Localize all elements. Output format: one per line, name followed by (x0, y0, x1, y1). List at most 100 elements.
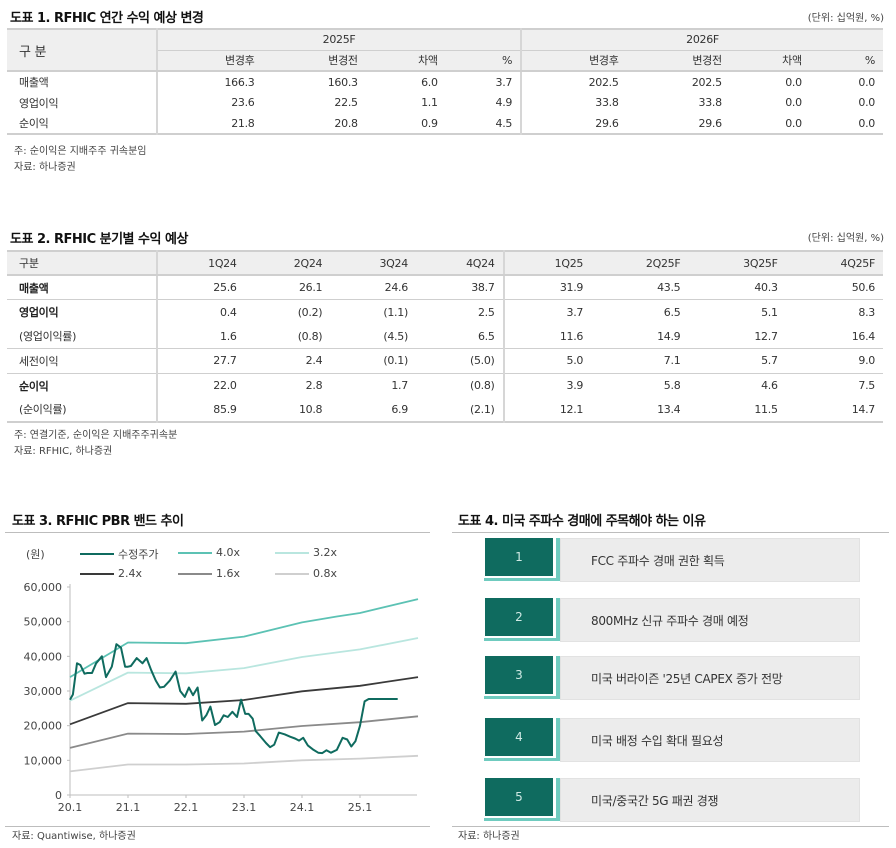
reason-text: FCC 주파수 경매 권한 획득 (560, 538, 860, 582)
cell: (1.1) (330, 299, 416, 324)
step-number-badge: 5 (485, 778, 553, 816)
cell: 4.6 (688, 372, 786, 398)
col-before: 변경전 (626, 50, 730, 72)
legend-swatch-icon (80, 572, 114, 575)
legend-item: 4.0x (178, 546, 240, 559)
cell: 22.5 (334, 96, 358, 109)
group-2026f: 2026F (520, 29, 883, 51)
col-pct: % (445, 50, 522, 72)
pbr-band-line (69, 637, 419, 702)
reason-item: 2 800MHz 신규 주파수 경매 예정 (480, 598, 880, 642)
col-after: 변경후 (155, 50, 263, 72)
legend-label: 4.0x (216, 546, 241, 559)
cell: 7.1 (591, 348, 689, 373)
cell: 3.9 (502, 372, 592, 398)
cell: (5.0) (415, 348, 504, 373)
col-after: 변경후 (520, 50, 627, 72)
cell: (0.8) (297, 329, 323, 343)
legend-swatch-icon (80, 553, 114, 555)
cell: 26.1 (298, 281, 323, 294)
accent-bar (484, 696, 560, 699)
row-label: (순이익률) (19, 403, 67, 417)
col-before: 변경전 (262, 50, 366, 72)
accent-bar (556, 778, 560, 821)
cell: 166.3 (155, 71, 263, 92)
cell: 5.1 (688, 299, 786, 324)
row-label: 순이익 (19, 117, 49, 130)
cell: 9.0 (785, 348, 883, 373)
legend-label: 수정주가 (118, 548, 159, 561)
step-number-badge: 4 (485, 718, 553, 756)
row-label: (영업이익률) (19, 330, 77, 343)
cell: 1.6 (156, 324, 245, 349)
cell: 16.4 (851, 329, 876, 343)
table-row: 세전이익 27.7 2.4 (0.1) (5.0) 5.0 7.1 5.7 9.0 (7, 348, 883, 373)
cell: 20.8 (334, 116, 358, 130)
legend-swatch-icon (178, 551, 212, 554)
cell: 5.7 (688, 348, 786, 373)
cell: 6.0 (421, 75, 438, 89)
x-tick-label: 25.1 (348, 801, 373, 814)
reason-text: 800MHz 신규 주파수 경매 예정 (560, 598, 860, 642)
cell: 0.0 (785, 75, 802, 89)
cell: 7.5 (785, 372, 883, 398)
legend-item: 2.4x (80, 567, 142, 580)
table1-unit: (단위: 십억원, %) (807, 13, 884, 24)
legend-label: 0.8x (313, 567, 338, 580)
figure4-title: 도표 4. 미국 주파수 경매에 주목해야 하는 이유 (458, 514, 706, 529)
x-tick-label: 21.1 (116, 801, 141, 814)
legend-label: 1.6x (216, 567, 241, 580)
reason-text: 미국/중국간 5G 패권 경쟁 (560, 778, 860, 822)
table1-source: 자료: 하나증권 (14, 162, 76, 173)
accent-bar (556, 656, 560, 699)
step-number-badge: 2 (485, 598, 553, 636)
cell: 0.0 (858, 116, 875, 130)
row-label: 세전이익 (7, 348, 157, 373)
legend-label: 2.4x (118, 567, 143, 580)
cell: 21.8 (155, 113, 263, 134)
table-row: 영업이익 0.4 (0.2) (1.1) 2.5 3.7 6.5 5.1 8.3 (7, 299, 883, 324)
legend-item: 0.8x (275, 567, 337, 580)
row-header: 구분 (7, 251, 157, 276)
reason-item: 4 미국 배정 수입 확대 필요성 (480, 718, 880, 762)
col-diff: 차액 (729, 50, 810, 72)
x-tick-label: 24.1 (290, 801, 315, 814)
cell: 3.7 (502, 299, 592, 324)
cell: 10.8 (298, 402, 323, 416)
legend-swatch-icon (275, 551, 309, 554)
table-row: (영업이익률) 1.6 (0.8) (4.5) 6.5 11.6 14.9 12.7 16.4 (7, 324, 883, 349)
table-row: 매출액 25.6 26.1 24.6 38.7 31.9 43.5 40.3 50.6 (7, 275, 883, 300)
cell: 6.5 (477, 329, 495, 343)
cell: 12.7 (754, 329, 778, 343)
table-row: 영업이익 23.6 22.5 1.1 4.9 33.8 33.8 0.0 0.0 (7, 92, 883, 113)
cell: 5.8 (591, 372, 689, 398)
accent-bar (556, 718, 560, 761)
cell: 11.6 (502, 324, 592, 349)
legend-swatch-icon (275, 572, 309, 575)
cell: 0.0 (785, 96, 802, 109)
legend-item: 1.6x (178, 567, 240, 580)
col-header: 3Q24 (330, 251, 416, 276)
accent-bar (484, 578, 560, 581)
annual-estimate-table: 구 분 2025F 2026F 변경후 변경전 차액 % 변경후 변경전 차액 … (7, 28, 883, 135)
cell: (0.1) (330, 348, 416, 373)
cell: 12.1 (502, 397, 592, 422)
row-label: 순이익 (7, 372, 157, 398)
cell: 5.0 (502, 348, 592, 373)
cell: 2.8 (244, 372, 331, 398)
cell: 43.5 (657, 281, 681, 294)
cell: 11.5 (754, 402, 778, 416)
cell: 0.9 (421, 116, 438, 130)
table-row: 매출액 166.3 160.3 6.0 3.7 202.5 202.5 0.0 … (7, 71, 883, 92)
table2-title: 도표 2. RFHIC 분기별 수익 예상 (10, 232, 188, 247)
cell: 25.6 (156, 275, 245, 300)
y-tick-label: 30,000 (24, 685, 63, 698)
table2-source: 자료: RFHIC, 하나증권 (14, 446, 113, 457)
cell: 2.5 (415, 299, 504, 324)
group-2025f: 2025F (155, 29, 522, 51)
cell: 29.6 (520, 113, 627, 134)
table-row: 순이익 21.8 20.8 0.9 4.5 29.6 29.6 0.0 0.0 (7, 113, 883, 134)
step-number-badge: 3 (485, 656, 553, 694)
col-header: 4Q24 (415, 251, 504, 276)
cell: (4.5) (383, 329, 408, 343)
